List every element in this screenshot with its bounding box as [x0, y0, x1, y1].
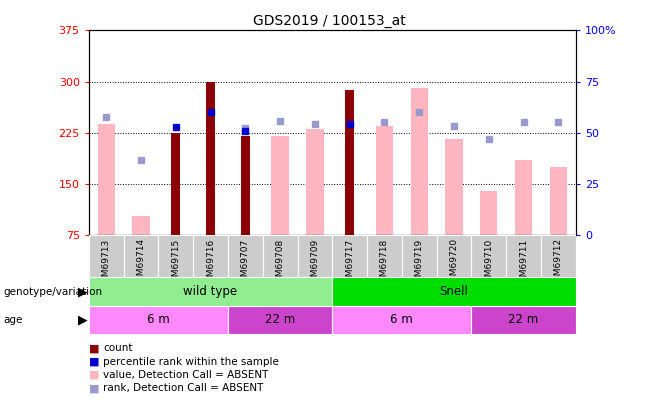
- Bar: [159, 235, 193, 277]
- Text: GSM69711: GSM69711: [519, 238, 528, 288]
- Bar: [263, 235, 297, 277]
- Bar: [549, 167, 567, 235]
- Bar: [89, 277, 332, 306]
- Text: percentile rank within the sample: percentile rank within the sample: [103, 357, 279, 367]
- Bar: [437, 235, 471, 277]
- Text: genotype/variation: genotype/variation: [3, 287, 103, 296]
- Text: 6 m: 6 m: [390, 313, 413, 326]
- Text: GSM69720: GSM69720: [449, 238, 459, 288]
- Bar: [480, 191, 497, 235]
- Text: GSM69717: GSM69717: [345, 238, 354, 288]
- Bar: [124, 235, 159, 277]
- Bar: [228, 235, 263, 277]
- Text: ■: ■: [89, 343, 99, 353]
- Text: GSM69714: GSM69714: [136, 238, 145, 288]
- Text: wild type: wild type: [184, 285, 238, 298]
- Bar: [306, 129, 324, 235]
- Bar: [332, 235, 367, 277]
- Text: ▶: ▶: [78, 313, 88, 326]
- Text: ▶: ▶: [78, 285, 88, 298]
- Bar: [193, 235, 228, 277]
- Text: GSM69709: GSM69709: [311, 238, 319, 288]
- Bar: [402, 235, 437, 277]
- Text: GSM69715: GSM69715: [171, 238, 180, 288]
- Text: rank, Detection Call = ABSENT: rank, Detection Call = ABSENT: [103, 384, 264, 393]
- Bar: [541, 235, 576, 277]
- Text: GSM69713: GSM69713: [102, 238, 111, 288]
- Bar: [89, 306, 228, 334]
- Bar: [445, 139, 463, 235]
- Text: ■: ■: [89, 384, 99, 393]
- Bar: [132, 216, 149, 235]
- Bar: [271, 136, 289, 235]
- Text: 22 m: 22 m: [509, 313, 539, 326]
- Text: Snell: Snell: [440, 285, 468, 298]
- Bar: [345, 90, 354, 235]
- Text: value, Detection Call = ABSENT: value, Detection Call = ABSENT: [103, 370, 268, 380]
- Bar: [172, 132, 180, 235]
- Text: 22 m: 22 m: [265, 313, 295, 326]
- Bar: [376, 126, 393, 235]
- Text: 6 m: 6 m: [147, 313, 170, 326]
- Text: GSM69708: GSM69708: [276, 238, 285, 288]
- Text: GDS2019 / 100153_at: GDS2019 / 100153_at: [253, 14, 405, 28]
- Bar: [506, 235, 541, 277]
- Text: GSM69712: GSM69712: [554, 238, 563, 288]
- Text: GSM69707: GSM69707: [241, 238, 250, 288]
- Bar: [515, 160, 532, 235]
- Bar: [228, 306, 332, 334]
- Text: GSM69719: GSM69719: [415, 238, 424, 288]
- Bar: [471, 306, 576, 334]
- Bar: [206, 81, 215, 235]
- Bar: [297, 235, 332, 277]
- Text: age: age: [3, 315, 22, 325]
- Text: GSM69716: GSM69716: [206, 238, 215, 288]
- Text: ■: ■: [89, 370, 99, 380]
- Bar: [367, 235, 402, 277]
- Bar: [241, 136, 249, 235]
- Bar: [471, 235, 506, 277]
- Bar: [89, 235, 124, 277]
- Text: ■: ■: [89, 357, 99, 367]
- Bar: [332, 277, 576, 306]
- Bar: [97, 124, 115, 235]
- Bar: [332, 306, 471, 334]
- Bar: [411, 88, 428, 235]
- Text: GSM69710: GSM69710: [484, 238, 494, 288]
- Text: count: count: [103, 343, 133, 353]
- Text: GSM69718: GSM69718: [380, 238, 389, 288]
